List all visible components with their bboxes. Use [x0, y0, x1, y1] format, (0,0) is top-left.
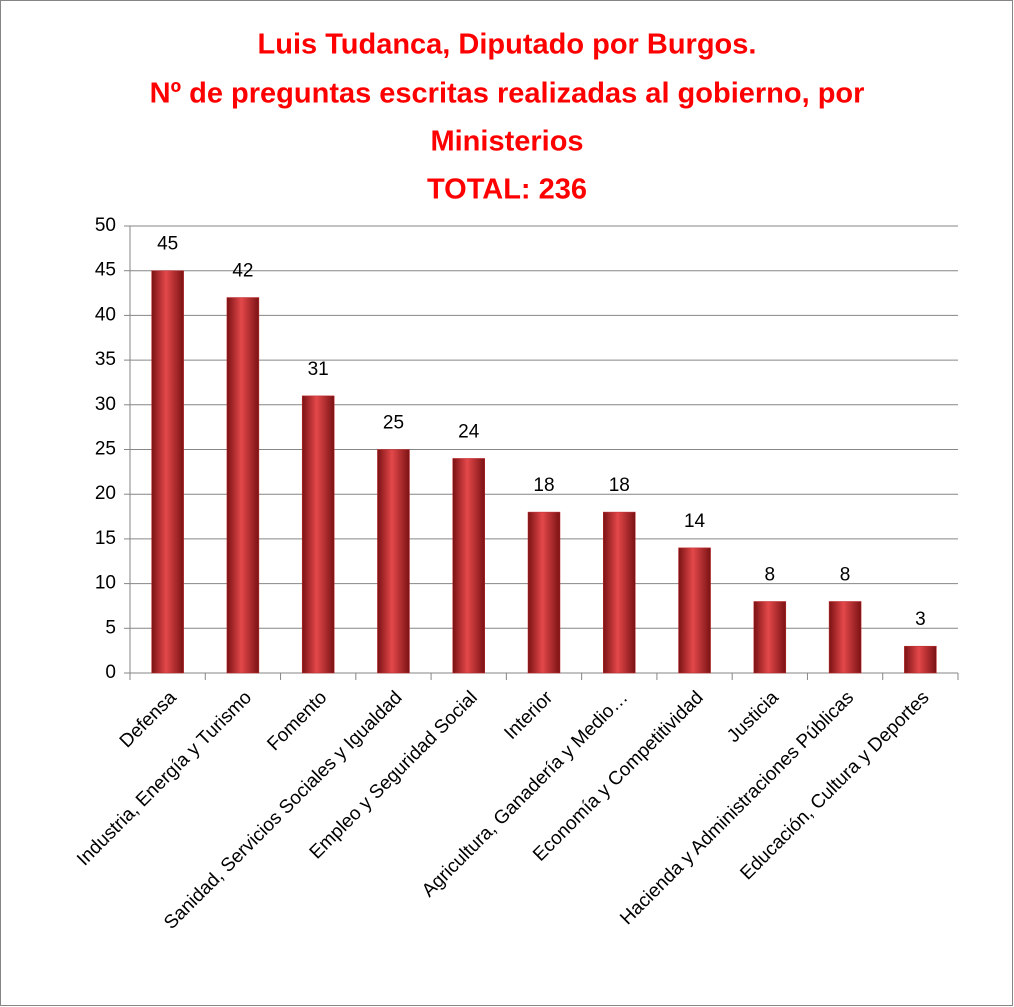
bar: [753, 601, 787, 674]
data-label: 42: [232, 261, 253, 282]
y-tick-label: 15: [95, 528, 116, 549]
data-label: 14: [684, 511, 706, 532]
y-tick-label: 10: [95, 573, 116, 594]
y-tick-label: 0: [105, 662, 116, 683]
y-tick-label: 45: [95, 260, 116, 281]
chart-title: Nº de preguntas escritas realizadas al g…: [150, 78, 865, 110]
y-tick-label: 35: [95, 349, 116, 370]
bar: [678, 547, 711, 674]
data-label: 8: [765, 564, 776, 585]
bar: [452, 458, 485, 674]
data-label: 25: [383, 413, 404, 434]
data-label: 31: [308, 359, 329, 380]
bar: [301, 395, 335, 674]
data-label: 3: [915, 609, 926, 630]
y-tick-label: 20: [95, 483, 116, 504]
bar: [151, 270, 184, 674]
data-label: 8: [840, 564, 851, 585]
bar: [527, 511, 561, 674]
bar: [226, 297, 260, 674]
chart-title: Luis Tudanca, Diputado por Burgos.: [258, 29, 757, 61]
bar: [603, 511, 636, 674]
y-tick-label: 5: [105, 617, 116, 638]
y-tick-label: 50: [95, 215, 116, 236]
y-tick-label: 30: [95, 394, 116, 415]
data-label: 18: [609, 475, 630, 496]
bar: [828, 601, 862, 674]
bar: [904, 645, 937, 674]
bar: [377, 449, 410, 674]
chart-title: TOTAL: 236: [427, 174, 587, 206]
y-tick-label: 25: [95, 439, 116, 460]
chart-title: Ministerios: [430, 126, 583, 158]
data-label: 45: [157, 234, 178, 255]
data-label: 24: [458, 421, 480, 442]
y-tick-label: 40: [95, 304, 116, 325]
data-label: 18: [533, 475, 554, 496]
